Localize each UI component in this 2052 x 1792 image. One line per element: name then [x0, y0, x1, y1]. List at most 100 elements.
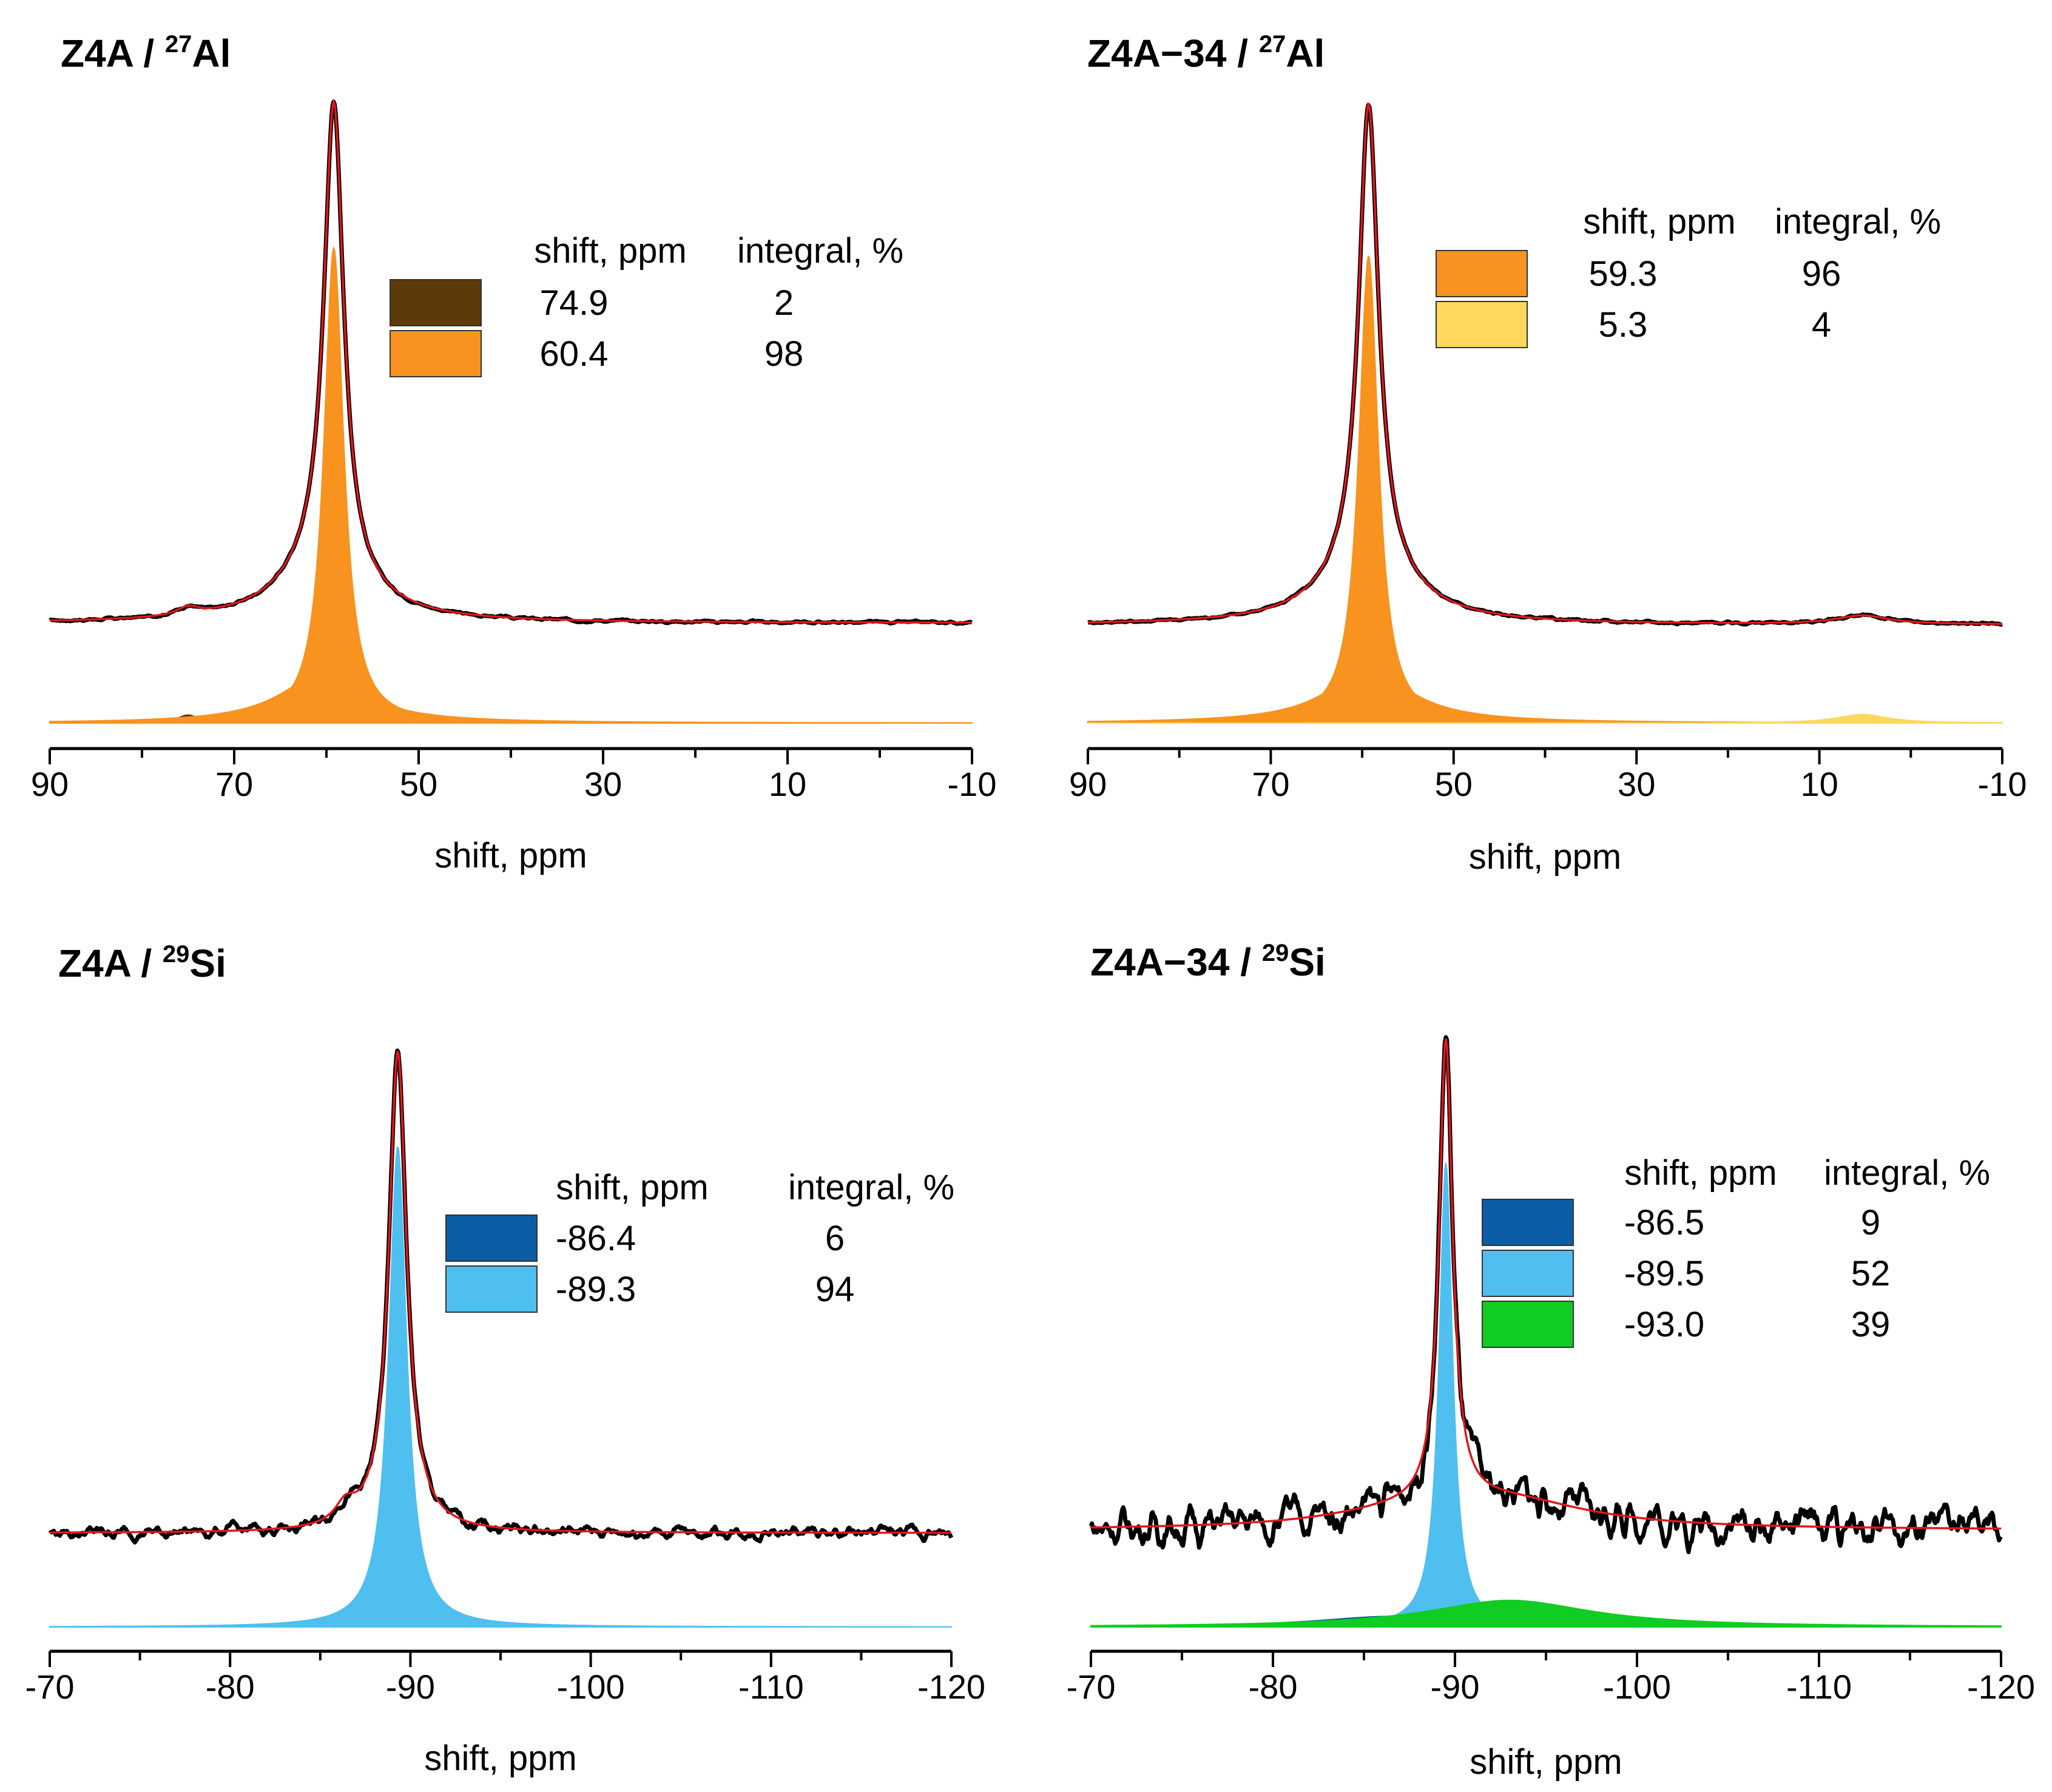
x-tick-label: -120: [1967, 1668, 2035, 1706]
legend-header-shift: shift, ppm: [534, 231, 686, 271]
experimental-spectrum-line: [49, 99, 973, 626]
x-tick-label: 10: [769, 765, 806, 803]
x-tick-label: -90: [1431, 1668, 1480, 1706]
x-tick-label: -100: [1603, 1668, 1671, 1706]
x-tick-label: 10: [1800, 765, 1838, 803]
panel-title-main: Z4A /: [61, 32, 165, 75]
x-tick-label: 70: [215, 765, 253, 803]
x-tick-label: -80: [1249, 1668, 1298, 1706]
fit-component-area: [1087, 255, 2003, 724]
chart-panel-1: 90 70 50 30 10 -10 shift, ppm Z4A / 27Al shift, …: [31, 31, 997, 875]
panel-title: Z4A / 27Al: [61, 31, 231, 75]
x-axis-title: shift, ppm: [1470, 1742, 1622, 1782]
fit-component-area: [1090, 1600, 2002, 1628]
legend-shift-value: 59.3: [1589, 254, 1658, 294]
x-axis-title: shift, ppm: [1469, 837, 1621, 877]
fit-sum-line: [1091, 1038, 2001, 1530]
legend-integral-value: 52: [1851, 1254, 1891, 1293]
x-tick-label: -10: [948, 765, 997, 803]
legend-swatch: [445, 1265, 538, 1313]
panel-title-isotope-mass: 29: [1262, 940, 1289, 966]
legend-shift-value: -89.3: [556, 1270, 636, 1309]
legend-shift-value: 60.4: [540, 334, 609, 374]
x-axis-title: shift, ppm: [424, 1739, 576, 1778]
legend-swatch: [1436, 250, 1528, 297]
legend-header-shift: shift, ppm: [1583, 202, 1735, 241]
panel-title-isotope-mass: 27: [1259, 31, 1286, 58]
legend-integral-value: 98: [764, 334, 804, 374]
legend-shift-value: -89.5: [1624, 1254, 1704, 1293]
x-tick-label: -80: [206, 1668, 255, 1706]
panel-title-element: Si: [1289, 940, 1325, 984]
x-tick-label: 70: [1252, 765, 1289, 803]
legend-swatch: [1482, 1301, 1574, 1348]
panel-title: Z4A−34 / 27Al: [1087, 31, 1325, 75]
legend-swatch: [390, 330, 482, 377]
legend-swatch: [1482, 1199, 1574, 1246]
legend-shift-value: -86.4: [556, 1219, 636, 1258]
legend-swatch: [1436, 301, 1528, 348]
panel-title-isotope-mass: 27: [165, 31, 192, 58]
x-tick-label: 30: [584, 765, 622, 803]
fit-component-area: [49, 673, 973, 724]
legend-header-shift: shift, ppm: [1624, 1153, 1777, 1193]
panel-title-element: Al: [1286, 32, 1325, 75]
legend: shift, ppm integral, % -86.4 6 -89.3 94: [445, 1168, 954, 1313]
legend-integral-value: 39: [1851, 1305, 1891, 1344]
legend-integral-value: 96: [1802, 254, 1841, 294]
legend-swatch: [445, 1214, 538, 1262]
legend-shift-value: -86.5: [1624, 1203, 1704, 1242]
legend-header-shift: shift, ppm: [556, 1168, 708, 1207]
x-axis-title: shift, ppm: [434, 836, 587, 875]
panel-title: Z4A−34 / 29Si: [1090, 940, 1326, 984]
legend-swatch: [390, 279, 482, 326]
legend-header-integral: integral, %: [1775, 202, 1941, 241]
chart-panel-4: -70 -80 -90 -100 -110 -120 shift, ppm Z4A−34 / …: [1067, 940, 2036, 1782]
legend-header-integral: integral, %: [737, 231, 903, 271]
x-tick-label: -70: [1067, 1668, 1116, 1706]
fit-sum-line: [50, 1050, 951, 1534]
x-tick-label: -70: [25, 1668, 75, 1706]
x-tick-label: 90: [31, 765, 69, 803]
panel-title-isotope-mass: 29: [163, 941, 190, 968]
panel-title-main: Z4A−34 /: [1090, 940, 1262, 984]
legend-integral-value: 9: [1861, 1203, 1880, 1242]
legend-integral-value: 4: [1812, 305, 1831, 345]
fit-component-area: [49, 246, 973, 724]
x-tick-label: -100: [557, 1668, 625, 1706]
x-tick-label: -110: [738, 1668, 804, 1706]
legend-shift-value: -93.0: [1624, 1305, 1704, 1344]
legend-shift-value: 74.9: [540, 283, 609, 323]
x-tick-label: -10: [1978, 765, 2027, 803]
x-tick-label: 30: [1618, 765, 1655, 803]
x-tick-label: 50: [400, 765, 437, 803]
experimental-spectrum-line: [1087, 103, 2003, 627]
legend-integral-value: 94: [815, 1270, 855, 1309]
fit-component-area: [1088, 713, 2003, 724]
panel-title-element: Al: [192, 32, 231, 75]
chart-panel-2: 90 70 50 30 10 -10 shift, ppm Z4A−34 / 27Al shif…: [1069, 31, 2027, 877]
legend: shift, ppm integral, % -86.5 9 -89.5 52 -93.0 3…: [1482, 1153, 1990, 1348]
legend-shift-value: 5.3: [1599, 305, 1648, 345]
fit-sum-line: [1088, 101, 2002, 625]
legend: shift, ppm integral, % 74.9 2 60.4 98: [390, 231, 903, 377]
x-tick-label: -120: [917, 1668, 985, 1706]
panel-title-element: Si: [189, 941, 226, 985]
panel-title-main: Z4A−34 /: [1087, 32, 1259, 75]
x-tick-label: 90: [1069, 765, 1107, 803]
legend-integral-value: 2: [774, 283, 794, 323]
legend-header-integral: integral, %: [1824, 1153, 1990, 1193]
x-tick-label: 50: [1435, 765, 1473, 803]
chart-panel-3: -70 -80 -90 -100 -110 -120 shift, ppm Z4A / 29S…: [25, 941, 986, 1778]
panel-title-main: Z4A /: [58, 941, 163, 985]
legend-swatch: [1482, 1250, 1574, 1297]
x-tick-label: -110: [1786, 1668, 1852, 1706]
fit-sum-line: [50, 98, 972, 624]
fit-component-area: [49, 1146, 952, 1628]
legend-header-integral: integral, %: [788, 1168, 954, 1207]
x-tick-label: -90: [386, 1668, 435, 1706]
legend-integral-value: 6: [825, 1219, 845, 1258]
legend: shift, ppm integral, % 59.3 96 5.3 4: [1436, 202, 1941, 348]
panel-title: Z4A / 29Si: [58, 941, 226, 985]
